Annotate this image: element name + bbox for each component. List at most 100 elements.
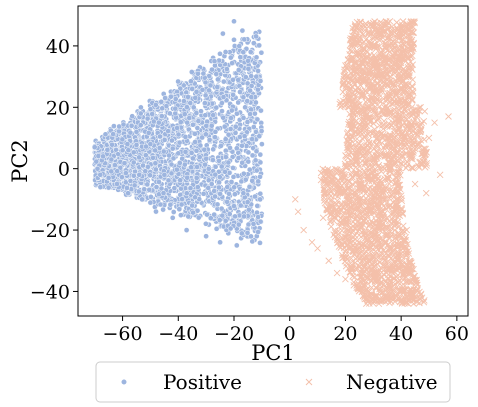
positive-cloud-point — [174, 125, 180, 131]
positive-cloud-point — [194, 125, 201, 131]
positive-cloud-point — [248, 233, 254, 240]
positive-cloud-point — [233, 145, 240, 152]
positive-cloud-point — [178, 212, 184, 218]
positive-cloud-point — [192, 139, 198, 145]
positive-cloud-point — [109, 141, 115, 148]
positive-cloud-point — [246, 166, 253, 173]
positive-cloud-point — [242, 176, 249, 183]
positive-cloud-point — [218, 163, 225, 170]
positive-cloud-point — [168, 170, 175, 177]
positive-cloud-point — [128, 122, 135, 129]
positive-cloud-point — [202, 92, 209, 99]
positive-cloud-point — [232, 213, 238, 220]
positive-cloud-point — [150, 154, 156, 161]
density-cloud — [91, 18, 431, 308]
positive-cloud-point — [230, 76, 236, 83]
positive-cloud-point — [136, 171, 143, 178]
positive-cloud-point — [222, 217, 229, 224]
positive-cloud-point — [231, 184, 238, 191]
positive-cloud-point — [231, 203, 237, 209]
positive-cloud-point — [200, 190, 207, 197]
positive-cloud-point — [216, 184, 222, 191]
positive-cloud-point — [256, 42, 263, 49]
positive-cloud-point — [203, 122, 210, 129]
positive-cloud-point — [235, 155, 242, 161]
positive-cloud-point — [150, 118, 157, 125]
positive-cloud-point — [245, 65, 252, 72]
positive-cloud-point — [188, 164, 194, 171]
positive-cloud-point — [235, 221, 242, 228]
positive-cloud-point — [232, 191, 238, 198]
positive-cloud-point — [209, 66, 215, 73]
positive-cloud-point — [244, 98, 251, 104]
positive-cloud-point — [254, 203, 261, 209]
positive-cloud-point — [256, 133, 263, 140]
positive-cloud-point — [218, 205, 225, 212]
positive-cloud-point — [213, 225, 220, 232]
positive-cloud-point — [169, 137, 175, 144]
positive-cloud-point — [160, 148, 167, 155]
positive-cloud-point — [257, 190, 264, 197]
positive-cloud-point — [212, 193, 218, 200]
positive-cloud-point — [248, 73, 255, 79]
positive-cloud-point — [177, 177, 184, 184]
positive-cloud-point — [257, 196, 263, 203]
positive-cloud-point — [246, 183, 253, 190]
positive-cloud-point — [172, 96, 179, 102]
positive-cloud-point — [152, 160, 159, 167]
positive-cloud-point — [213, 71, 220, 77]
positive-cloud-point — [227, 126, 234, 132]
positive-cloud-point — [125, 147, 132, 154]
positive-cloud-point — [248, 94, 255, 100]
positive-cloud-point — [219, 108, 225, 114]
positive-cloud-point — [258, 128, 265, 134]
positive-cloud-point — [175, 78, 181, 85]
positive-cloud-point — [203, 131, 209, 138]
positive-cloud-point — [248, 83, 255, 89]
positive-cloud-point — [210, 157, 216, 163]
positive-cloud-point — [199, 134, 206, 141]
positive-cloud-point — [214, 84, 221, 90]
positive-cloud-point — [184, 174, 191, 181]
positive-cloud-point — [249, 136, 255, 142]
positive-cloud-point — [135, 188, 142, 195]
positive-cloud-point — [255, 178, 262, 185]
positive-cloud-point — [216, 217, 223, 223]
positive-cloud-point — [184, 119, 191, 126]
positive-cloud-point — [182, 134, 189, 140]
negative-cloud-point — [380, 271, 388, 278]
positive-cloud-point — [123, 170, 129, 176]
positive-cloud-point — [202, 112, 209, 119]
positive-cloud-point — [255, 229, 261, 235]
positive-cloud-point — [188, 150, 195, 156]
positive-cloud-point — [212, 171, 219, 178]
positive-cloud-point — [160, 190, 167, 196]
positive-cloud-point — [193, 110, 200, 116]
positive-cloud-point — [212, 163, 219, 170]
positive-cloud-point — [165, 177, 172, 184]
positive-cloud-point — [220, 94, 227, 100]
positive-cloud-point — [252, 110, 258, 117]
positive-cloud-point — [244, 119, 251, 125]
positive-cloud-point — [224, 66, 230, 72]
positive-cloud-point — [219, 100, 225, 106]
positive-cloud-point — [152, 147, 158, 154]
positive-cloud-point — [210, 146, 217, 153]
positive-cloud-point — [258, 107, 264, 114]
positive-cloud-point — [240, 49, 247, 56]
positive-cloud-point — [148, 194, 154, 200]
positive-cloud-point — [241, 36, 248, 43]
positive-cloud-point — [252, 193, 258, 200]
positive-cloud-point — [222, 168, 228, 175]
positive-cloud-point — [216, 179, 222, 186]
positive-cloud-point — [111, 123, 117, 129]
positive-cloud-point — [207, 82, 214, 89]
negative-cloud-point — [420, 117, 428, 125]
positive-cloud-point — [104, 146, 111, 153]
positive-cloud-point — [202, 161, 208, 168]
positive-cloud-point — [235, 99, 242, 106]
positive-cloud-point — [133, 142, 140, 148]
positive-cloud-point — [138, 104, 144, 111]
positive-cloud-point — [142, 168, 149, 175]
